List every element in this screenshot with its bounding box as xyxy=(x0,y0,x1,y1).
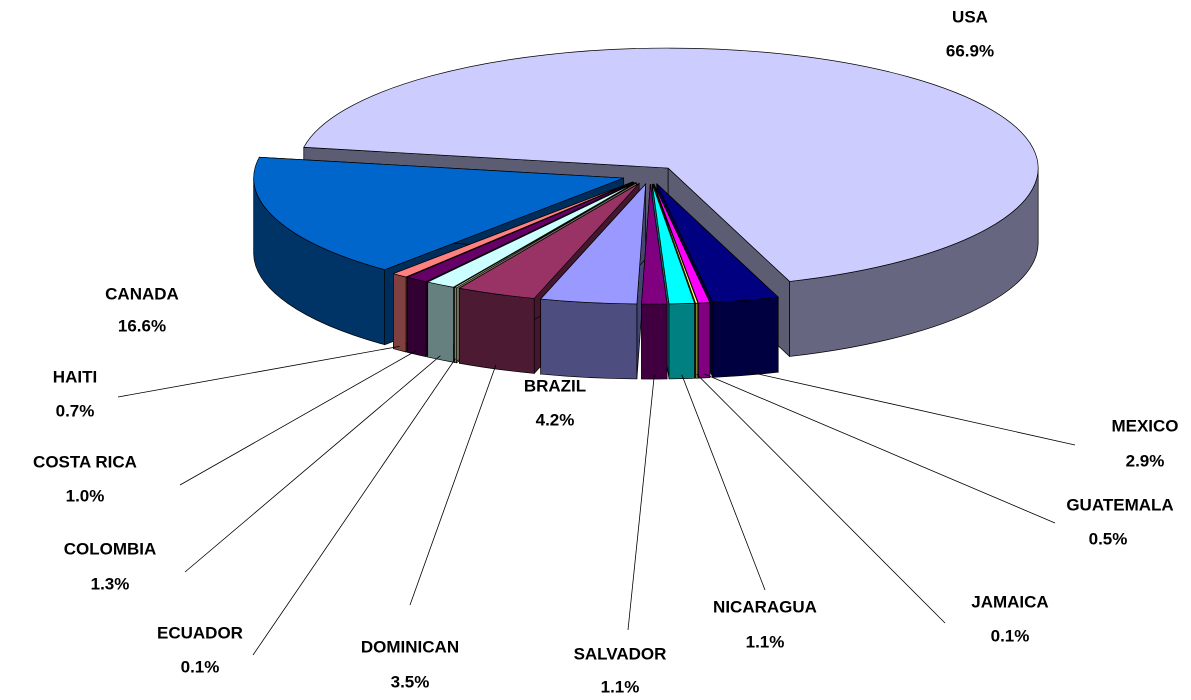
slice-outer-wall xyxy=(540,298,638,380)
slice-top xyxy=(458,183,640,299)
slice-label: HAITI xyxy=(53,367,97,386)
slice-top xyxy=(651,183,695,305)
slice-label: USA xyxy=(952,7,988,26)
slice-label: COSTA RICA xyxy=(33,452,137,471)
leader-line xyxy=(681,374,766,591)
slice-value-label: 2.9% xyxy=(1126,451,1165,470)
slice-outer-wall xyxy=(712,296,779,378)
slice-outer-wall xyxy=(695,302,699,379)
slice-outer-wall xyxy=(427,281,454,363)
slice-top xyxy=(641,184,668,305)
slice-value-label: 3.5% xyxy=(391,672,430,691)
slice-value-label: 16.6% xyxy=(118,316,166,335)
slice-value-label: 66.9% xyxy=(946,41,994,60)
slice-label: BRAZIL xyxy=(524,376,586,395)
pie-slice xyxy=(641,184,668,380)
slice-top xyxy=(406,182,634,283)
slice-value-label: 1.0% xyxy=(66,486,105,505)
slice-label: NICARAGUA xyxy=(713,597,817,616)
leader-line xyxy=(627,375,655,631)
slice-value-label: 0.5% xyxy=(1089,529,1128,548)
leader-line xyxy=(703,373,1056,524)
slice-value-label: 0.1% xyxy=(991,626,1030,645)
slice-outer-wall xyxy=(668,302,695,380)
slice-outer-wall xyxy=(641,303,668,380)
leader-line xyxy=(117,345,400,398)
slice-value-label: 1.1% xyxy=(601,677,640,696)
slice-outer-wall xyxy=(393,273,407,353)
slice-outer-wall xyxy=(698,302,711,379)
slice-top xyxy=(303,47,1039,282)
slice-label: DOMINICAN xyxy=(361,637,459,656)
leader-line xyxy=(179,350,417,486)
leader-line xyxy=(696,373,946,624)
slice-label: SALVADOR xyxy=(574,644,667,663)
slice-label: ECUADOR xyxy=(157,623,243,642)
slice-value-label: 4.2% xyxy=(536,410,575,429)
leader-line xyxy=(745,370,1076,446)
slice-top xyxy=(253,156,624,271)
slice-top xyxy=(653,183,711,304)
slice-top xyxy=(453,182,637,289)
slice-outer-wall xyxy=(458,287,535,374)
pie-slice xyxy=(539,182,647,380)
slice-top xyxy=(652,183,699,304)
leader-line xyxy=(184,355,441,573)
slice-outer-wall xyxy=(406,276,427,358)
slice-label: GUATEMALA xyxy=(1066,495,1173,514)
slice-label: COLOMBIA xyxy=(64,539,157,558)
slice-value-label: 1.3% xyxy=(91,574,130,593)
leader-line xyxy=(409,364,497,606)
slice-outer-wall xyxy=(454,287,457,364)
leader-line xyxy=(252,358,456,656)
slice-label: CANADA xyxy=(105,284,179,303)
slice-label: MEXICO xyxy=(1111,416,1178,435)
slice-value-label: 0.1% xyxy=(181,657,220,676)
slice-top xyxy=(656,183,779,303)
slice-top xyxy=(392,181,633,278)
slice-top xyxy=(539,182,647,305)
slice-top xyxy=(426,182,636,288)
slice-value-label: 0.7% xyxy=(56,401,95,420)
slice-value-label: 1.1% xyxy=(746,632,785,651)
slice-label: JAMAICA xyxy=(971,592,1048,611)
